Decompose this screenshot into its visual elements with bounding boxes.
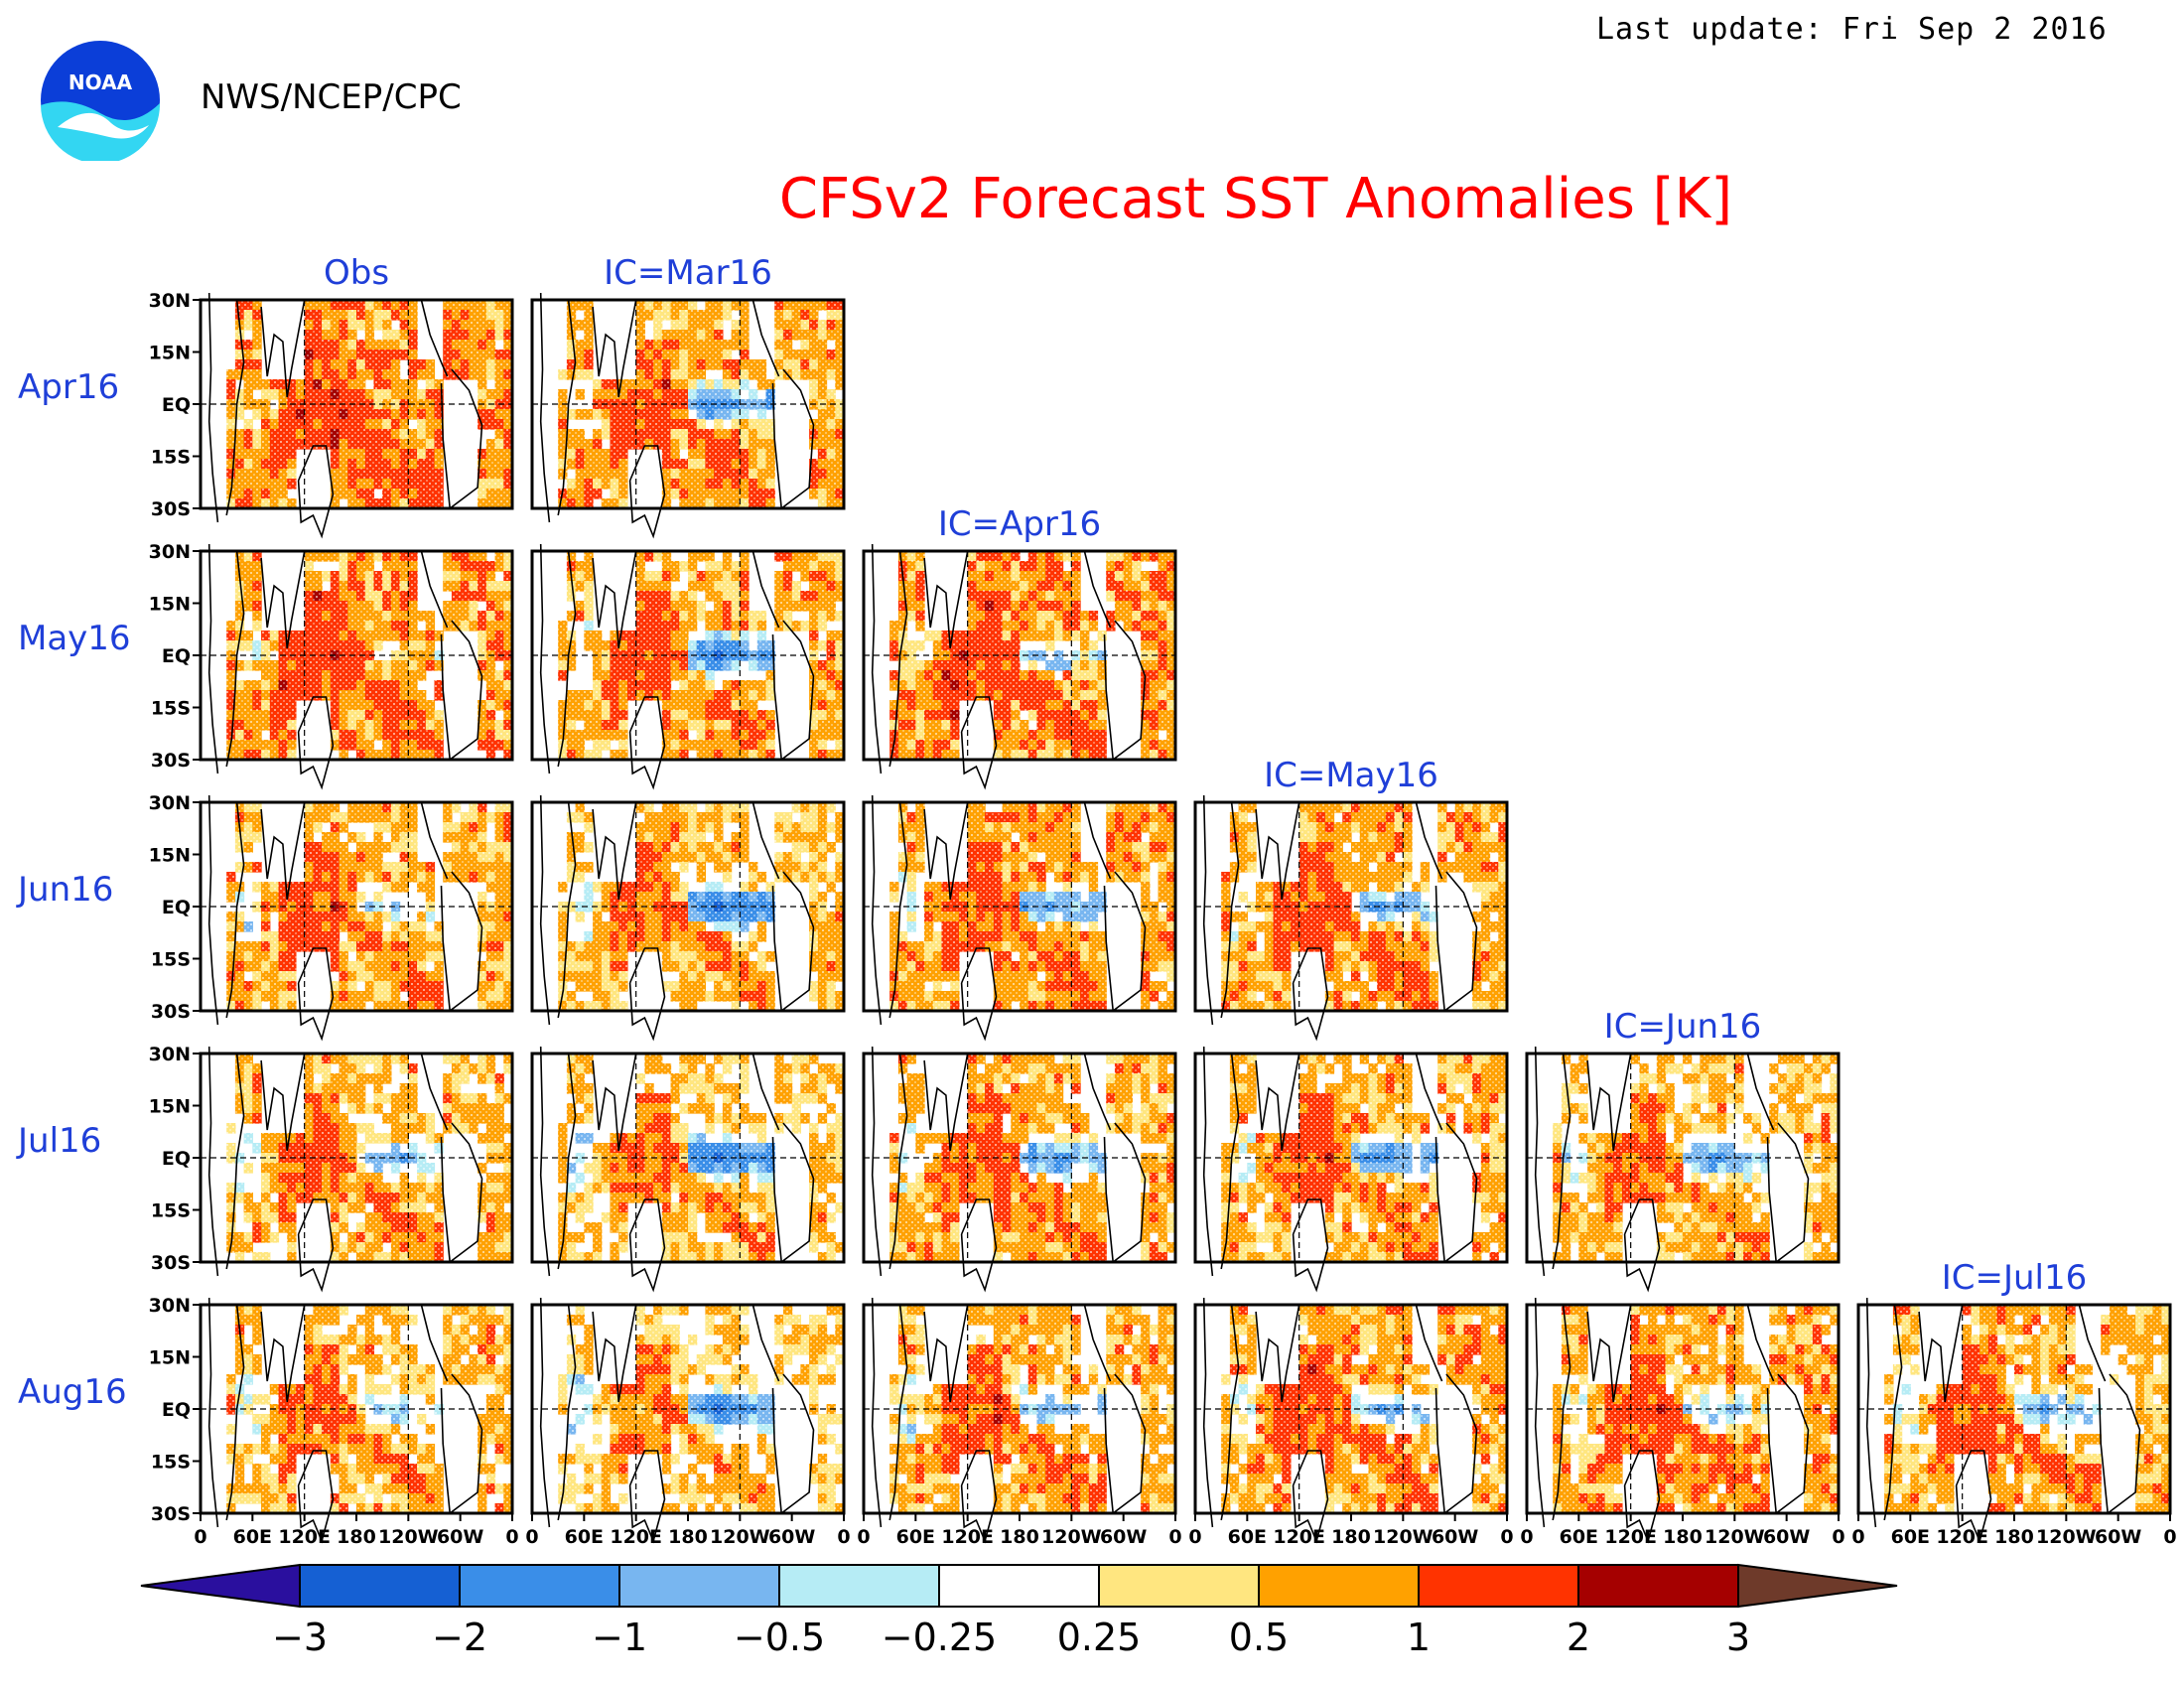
row-label-apr16: Apr16 bbox=[18, 367, 119, 407]
panel-frame bbox=[530, 298, 846, 510]
panel-texture bbox=[532, 802, 844, 1011]
coastline bbox=[771, 368, 815, 510]
coastline bbox=[592, 299, 637, 398]
logo-text: NOAA bbox=[68, 70, 133, 94]
lat-tick-label: 15S bbox=[151, 949, 191, 971]
panel-texture bbox=[1195, 802, 1507, 1011]
map-panel bbox=[862, 794, 1177, 1042]
lat-tick-label: EQ bbox=[162, 897, 191, 918]
organization-label: NWS/NCEP/CPC bbox=[201, 77, 462, 117]
panel-texture bbox=[201, 802, 512, 1011]
lat-tick-label: EQ bbox=[162, 394, 191, 416]
row-label-aug16: Aug16 bbox=[18, 1372, 127, 1412]
coastline bbox=[539, 292, 551, 523]
coastline bbox=[297, 445, 335, 539]
chart-title: CFSv2 Forecast SST Anomalies [K] bbox=[778, 167, 1733, 231]
panel-texture bbox=[864, 551, 1175, 760]
panel-texture bbox=[532, 551, 844, 760]
lat-tick-label: 30N bbox=[149, 541, 191, 563]
coastline bbox=[260, 299, 306, 398]
row-label-jun16: Jun16 bbox=[16, 870, 113, 910]
map-panel: 30N 15N EQ 15S 30S bbox=[149, 792, 514, 1042]
lat-tick-label: 15N bbox=[149, 343, 191, 364]
coastline bbox=[628, 445, 666, 539]
coastline bbox=[440, 368, 483, 510]
lat-tick-label: 30S bbox=[151, 498, 191, 520]
map-panel bbox=[530, 794, 846, 1042]
map-panel bbox=[530, 292, 846, 539]
lat-tick-label: 30N bbox=[149, 792, 191, 814]
lat-tick-label: 15N bbox=[149, 845, 191, 867]
map-panel: 30N 15N EQ 15S 30S bbox=[149, 290, 514, 539]
map-panel: 30N 15N EQ 15S 30S bbox=[149, 541, 514, 790]
lat-tick-label: 15S bbox=[151, 447, 191, 469]
coastline bbox=[225, 299, 245, 516]
panel-texture bbox=[864, 802, 1175, 1011]
lat-tick-label: 15N bbox=[149, 594, 191, 616]
lat-tick-label: 30N bbox=[149, 290, 191, 312]
panels: Apr16 May16 Jun16 Jul16 Aug16 30N 15N EQ 15S 30S 3… bbox=[16, 253, 2177, 1548]
panel-texture bbox=[532, 300, 844, 508]
lat-tick-label: 15S bbox=[151, 698, 191, 720]
noaa-logo: NOAA bbox=[41, 41, 161, 161]
lat-tick-label: 30S bbox=[151, 1001, 191, 1023]
lat-tick-label: EQ bbox=[162, 645, 191, 667]
last-update-label: Last update: Fri Sep 2 2016 bbox=[1596, 12, 2108, 47]
map-panel bbox=[862, 543, 1177, 790]
coastline bbox=[207, 292, 219, 523]
row-label-may16: May16 bbox=[18, 619, 131, 658]
row-label-jul16: Jul16 bbox=[16, 1121, 101, 1161]
coastline bbox=[557, 299, 577, 516]
panel-texture bbox=[201, 300, 512, 508]
lat-tick-label: 30S bbox=[151, 750, 191, 772]
map-panel bbox=[1193, 794, 1509, 1042]
panel-texture bbox=[201, 551, 512, 760]
coastline bbox=[751, 299, 780, 377]
map-panel bbox=[530, 543, 846, 790]
coastline bbox=[420, 299, 449, 377]
